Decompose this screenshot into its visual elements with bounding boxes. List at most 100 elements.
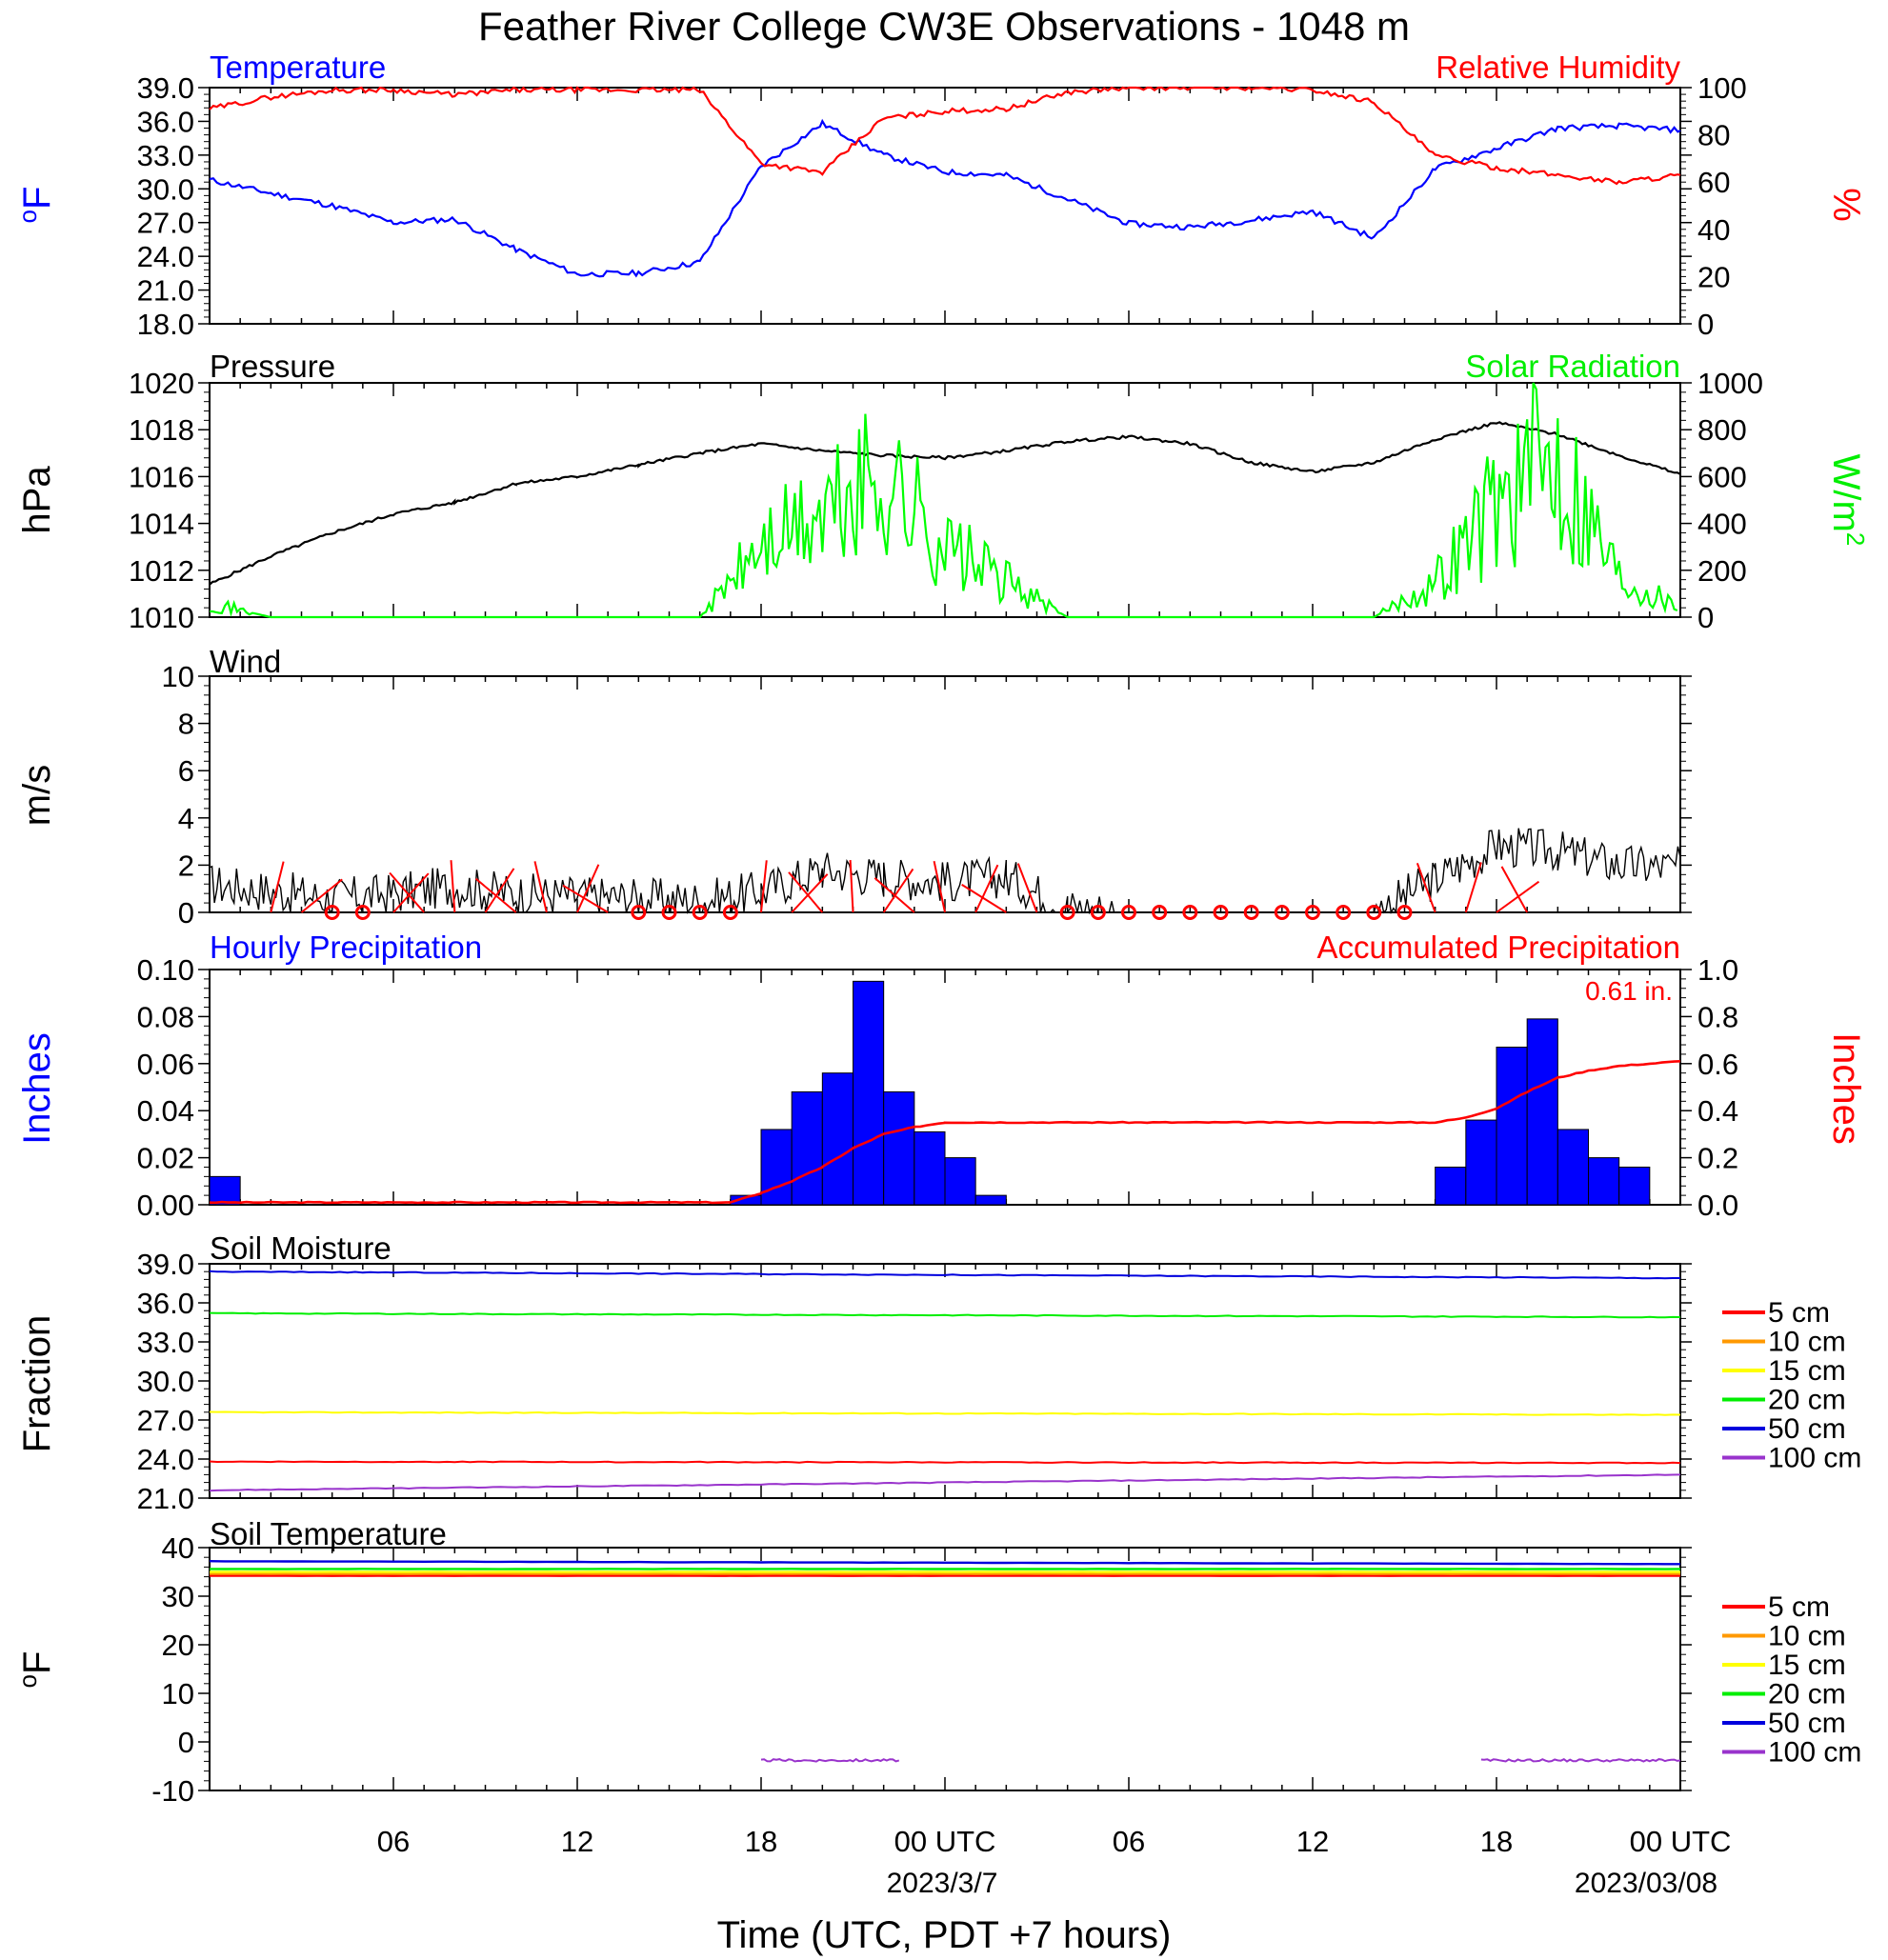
legend-label: 15 cm — [1768, 1355, 1846, 1387]
temperature-title: Temperature — [210, 50, 386, 85]
legend-label: 50 cm — [1768, 1413, 1846, 1445]
x-tick-label: 18 — [1480, 1825, 1513, 1858]
x-tick-label: 18 — [745, 1825, 777, 1858]
legend-label: 100 cm — [1768, 1443, 1861, 1474]
wind-barb — [1016, 863, 1038, 913]
legend-label: 10 cm — [1768, 1621, 1846, 1652]
hourly-precip-bar — [1526, 1018, 1558, 1206]
wind-barb — [270, 861, 285, 913]
wind-barb — [1464, 862, 1482, 913]
hourly-precip-bar — [821, 1072, 854, 1206]
precip-right-ylabel: Inches — [1825, 1032, 1867, 1145]
soil-moisture-line — [209, 1311, 1681, 1319]
soil-moisture-ylabel: Fraction — [16, 1315, 58, 1453]
y-tick-label: 18.0 — [137, 308, 194, 341]
y-tick-label: 30 — [162, 1580, 194, 1613]
hourly-precip-bar — [944, 1157, 976, 1206]
x-tick-label: 12 — [561, 1825, 593, 1858]
humidity-ylabel: % — [1825, 188, 1867, 222]
wind-barb — [389, 871, 425, 913]
y-right-tick-label: 0.4 — [1697, 1094, 1738, 1128]
temperature-ylabel: oF — [13, 187, 58, 224]
hourly-precip-bar — [209, 1175, 241, 1206]
y-right-tick-label: 400 — [1697, 508, 1747, 541]
wind-barb — [788, 871, 824, 913]
y-tick-label: 33.0 — [137, 1326, 194, 1359]
x-tick-label: 00 UTC — [894, 1825, 996, 1858]
calm-wind-marker — [1182, 905, 1198, 920]
wind-speed-line — [209, 828, 1681, 915]
solar-title: Solar Radiation — [1465, 349, 1680, 384]
y-tick-label: 1012 — [129, 554, 194, 588]
temperature-line — [209, 118, 1681, 278]
wind-barb — [484, 868, 515, 913]
x-axis-tick-labels: 06 12 18 00 UTC 06 12 18 00 UTC — [377, 1825, 1732, 1858]
y-tick-label: 0.08 — [137, 1000, 194, 1033]
pressure-line — [209, 421, 1681, 586]
date-label-1: 2023/3/7 — [887, 1868, 998, 1899]
legend-label: 20 cm — [1768, 1679, 1846, 1710]
y-tick-label: 24.0 — [137, 1443, 194, 1476]
soil-temperature-line — [1480, 1758, 1681, 1763]
legend-label: 5 cm — [1768, 1591, 1830, 1623]
hourly-precip-bar — [1435, 1166, 1467, 1206]
y-right-tick-label: 20 — [1697, 260, 1730, 293]
y-right-tick-label: 40 — [1697, 213, 1730, 247]
accum-precip-title: Accumulated Precipitation — [1316, 930, 1680, 965]
y-tick-label: 30.0 — [137, 172, 194, 206]
y-tick-label: 0.10 — [137, 953, 194, 987]
legend-label: 50 cm — [1768, 1708, 1846, 1739]
hourly-precip-bar — [883, 1090, 915, 1206]
x-tick-label: 06 — [377, 1825, 410, 1858]
y-tick-label: 10 — [162, 1677, 194, 1710]
calm-wind-marker — [1152, 905, 1168, 920]
calm-wind-marker — [1305, 905, 1320, 920]
y-tick-label: 24.0 — [137, 240, 194, 273]
legend-label: 15 cm — [1768, 1650, 1846, 1681]
y-tick-label: 1018 — [129, 413, 194, 447]
y-tick-label: 36.0 — [137, 1287, 194, 1320]
wind-barb — [1416, 862, 1436, 913]
hourly-precip-bar — [1618, 1166, 1651, 1206]
calm-wind-marker — [324, 905, 340, 920]
y-tick-label: 39.0 — [137, 1248, 194, 1281]
hourly-precip-bar — [1557, 1129, 1590, 1206]
wind-panel: 10 8 6 4 2 0 — [162, 660, 1692, 930]
y-right-tick-label: 0 — [1697, 308, 1714, 341]
calm-wind-marker — [1366, 905, 1382, 920]
hourly-precip-bar — [853, 980, 885, 1206]
y-tick-label: 21.0 — [137, 274, 194, 308]
y-tick-label: 6 — [178, 754, 194, 788]
y-right-tick-label: 0 — [1697, 601, 1714, 634]
y-tick-label: 0 — [178, 1726, 194, 1759]
y-tick-label: 4 — [178, 802, 194, 835]
wind-barb — [576, 864, 600, 913]
calm-wind-marker — [1274, 905, 1290, 920]
date-label-2: 2023/03/08 — [1575, 1868, 1717, 1899]
y-tick-label: 33.0 — [137, 139, 194, 172]
wind-title: Wind — [210, 644, 281, 679]
y-right-tick-label: 1.0 — [1697, 953, 1738, 987]
temperature-humidity-panel: 39.036.033.030.027.024.021.018.0 100 80 60 4… — [137, 71, 1747, 341]
wind-barb — [849, 860, 854, 913]
y-right-tick-label: 0.8 — [1697, 1000, 1738, 1033]
y-tick-label: -10 — [151, 1774, 194, 1808]
wind-barb — [474, 877, 517, 913]
y-tick-label: 8 — [178, 708, 194, 741]
y-right-tick-label: 80 — [1697, 119, 1730, 152]
calm-wind-marker — [1213, 905, 1229, 920]
soil-temperature-line — [760, 1757, 900, 1763]
y-right-tick-label: 0.6 — [1697, 1048, 1738, 1081]
legend-label: 100 cm — [1768, 1737, 1861, 1769]
precip-left-ylabel: Inches — [16, 1032, 58, 1145]
pressure-ylabel: hPa — [16, 466, 58, 534]
soil-temperature-panel: 40 30 20 10 0 -10 — [151, 1531, 1692, 1808]
legend-label: 20 cm — [1768, 1385, 1846, 1416]
y-tick-label: 0.04 — [137, 1094, 194, 1128]
wind-barb — [882, 868, 914, 913]
y-right-tick-label: 0.2 — [1697, 1142, 1738, 1175]
soil-moisture-panel: 39.0 36.0 33.0 30.0 27.0 24.0 21.0 — [137, 1248, 1692, 1515]
calm-wind-marker — [1243, 905, 1259, 920]
